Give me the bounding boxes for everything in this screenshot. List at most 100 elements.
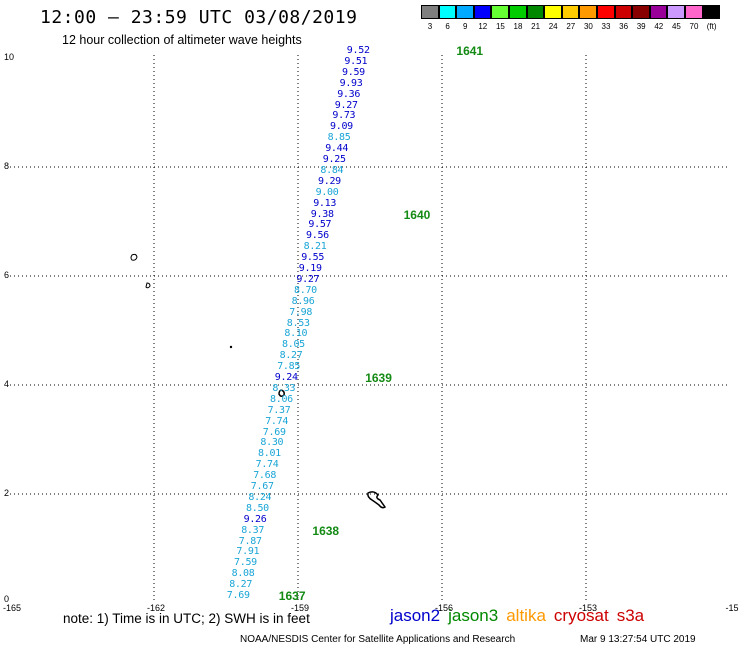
wave-height-value: 9.19 [298,263,322,274]
wave-height-value: 9.24 [274,372,298,383]
x-tick-label: -162 [146,603,165,613]
legend-swatch [614,5,633,19]
wave-height-value: 8.10 [284,328,308,340]
orbit-number: 1638 [312,523,340,538]
footer-note: note: 1) Time is in UTC; 2) SWH is in fe… [63,611,310,626]
wave-height-value: 7.67 [250,481,274,492]
legend-swatch [685,5,703,19]
wave-height-value: 8.50 [246,502,269,514]
y-tick-label: 6 [4,270,10,280]
legend-label: 15 [495,22,505,31]
lat-lon-grid [10,55,730,600]
legend-swatch [438,5,457,19]
legend-label: 42 [654,22,664,31]
wave-height-value: 7.98 [289,306,313,318]
orbit-number: 1637 [278,589,306,603]
page-title: 12:00 – 23:59 UTC 03/08/2019 [40,7,358,28]
y-tick-label: 0 [4,594,10,604]
legend-swatch [702,5,721,19]
wave-height-value: 8.24 [248,491,272,503]
credit-line: NOAA/NESDIS Center for Satellite Applica… [240,634,516,645]
x-tick-label: -165 [2,603,21,613]
wave-height-value: 7.74 [265,415,289,427]
island-hawaii [367,491,387,509]
wave-height-value: 8.27 [279,350,303,362]
wave-height-value: 9.73 [332,110,356,122]
legend-swatch [421,5,439,19]
legend-label: 70 [689,22,699,31]
wave-height-value: 8.30 [260,437,284,449]
wave-height-value: 7.91 [236,546,260,558]
x-tick-label: -159 [290,603,309,613]
wave-height-value: 7.59 [234,557,257,569]
legend-label: 39 [636,22,646,31]
legend-label: 27 [566,22,576,31]
wave-height-value: 7.37 [267,404,291,416]
island-oahu [145,282,151,289]
wave-height-value: 8.01 [258,448,281,460]
legend-label: 24 [548,22,558,31]
wave-height-value: 9.38 [310,208,334,220]
wave-height-value: 9.26 [243,513,267,525]
legend-swatch [561,5,580,19]
legend-swatch [456,5,474,19]
x-tick-label: -156 [434,603,453,613]
orbit-number: 1640 [403,207,431,222]
wave-height-value: 8.06 [270,393,293,405]
legend-swatch [491,5,509,19]
legend-label: 33 [601,22,611,31]
wave-height-value: 9.56 [306,230,329,242]
wave-height-value: 9.13 [313,197,337,209]
legend-label: 9 [462,22,468,31]
x-tick-label: -15 [725,603,739,613]
wave-height-value: 9.29 [318,175,341,187]
legend-label: 45 [671,22,681,31]
wave-height-value: 7.74 [255,459,279,471]
wave-height-value: 9.57 [308,219,332,231]
wave-height-value: 8.96 [291,295,315,307]
wave-height-value: 9.59 [342,66,365,78]
legend-swatch [473,5,492,19]
island-molokai [229,345,233,349]
legend-swatch [649,5,668,19]
y-tick-label: 8 [4,161,10,171]
legend-label: 3 [427,22,433,31]
wave-height-value: 8.70 [294,284,317,296]
orbit-number: 1639 [365,371,392,385]
island-maui [278,389,285,398]
wave-height-value: 8.08 [231,568,255,580]
satellite-name: altika [506,606,546,625]
wave-height-value: 9.09 [330,121,353,133]
orbit-number: 1641 [456,44,484,58]
y-tick-label: 10 [4,52,15,62]
wave-height-value: 9.93 [339,77,363,89]
legend-swatch [526,5,545,19]
island-kauai [130,253,138,261]
island-outlines [130,253,387,509]
wave-height-value: 8.53 [286,317,310,329]
satellite-name: jason2 [390,606,441,625]
wave-height-value: 9.27 [296,273,320,285]
wave-height-value: 9.51 [344,55,368,67]
legend-label: 18 [513,22,523,31]
wave-height-value: 9.36 [337,88,361,100]
wave-height-value: 9.27 [334,99,358,111]
wave-height-value: 8.21 [303,241,327,253]
wave-height-value: 9.55 [301,252,325,264]
wave-height-value: 7.69 [226,590,250,601]
legend-swatch [509,5,527,19]
wave-height-value: 7.69 [262,426,286,438]
wave-height-value: 9.52 [346,45,370,56]
satellite-name: cryosat [553,606,609,625]
legend-label: 21 [531,22,541,31]
legend-swatch [544,5,562,19]
x-tick-label: -153 [578,603,597,613]
wave-height-value: 7.87 [238,535,262,547]
y-tick-label: 2 [4,488,10,498]
legend-label: 6 [445,22,450,31]
legend-label: 36 [619,22,629,31]
wave-height-value: 7.85 [277,361,301,373]
wave-height-value: 8.33 [272,382,296,394]
legend-swatch [597,5,615,19]
wave-height-value: 7.68 [253,470,277,482]
